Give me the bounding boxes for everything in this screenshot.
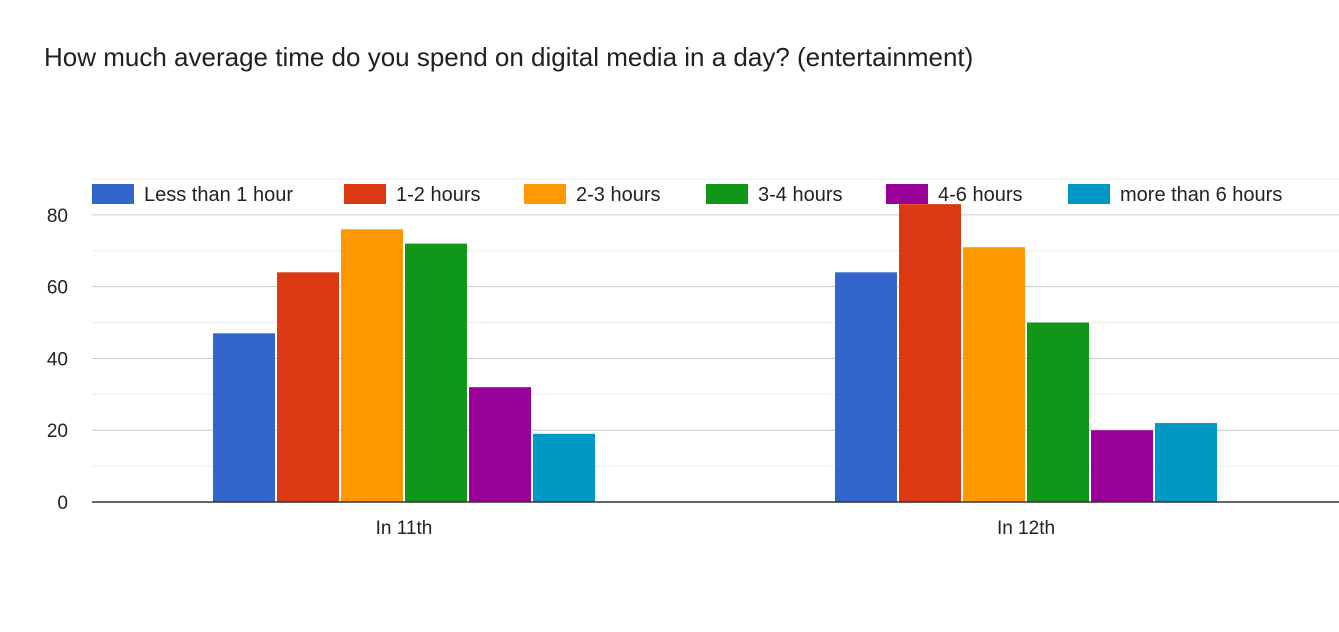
bar [963,247,1025,502]
legend-swatch [706,184,748,204]
bar [341,229,403,502]
legend-label: 2-3 hours [576,184,661,206]
y-tick-label: 0 [57,493,68,514]
bar [1027,322,1089,502]
y-axis-tick-labels: 0 20 40 60 80 [47,206,68,514]
x-axis-category-labels: In 11th In 12th [376,518,1055,539]
x-category-label: In 11th [376,518,433,539]
bar [1091,430,1153,502]
chart-title: How much average time do you spend on di… [44,42,974,72]
y-tick-label: 80 [47,206,68,227]
legend-item: 4-6 hours [886,184,1023,206]
legend-item: more than 6 hours [1068,184,1282,206]
bar [1155,423,1217,502]
bar [899,204,961,502]
legend-label: 1-2 hours [396,184,481,206]
bar [533,433,595,502]
bars [213,204,1217,502]
legend-label: more than 6 hours [1120,184,1282,206]
bar [213,333,275,502]
legend-item: 2-3 hours [524,184,661,206]
legend-swatch [524,184,566,204]
legend-item: 1-2 hours [344,184,481,206]
legend: Less than 1 hour 1-2 hours 2-3 hours 3-4 ho… [92,184,1282,206]
x-category-label: In 12th [997,518,1055,539]
bar [277,272,339,502]
legend-swatch [1068,184,1110,204]
legend-swatch [344,184,386,204]
legend-item: Less than 1 hour [92,184,293,206]
legend-item: 3-4 hours [706,184,843,206]
y-tick-label: 40 [47,349,68,370]
legend-label: Less than 1 hour [144,184,293,206]
bar [835,272,897,502]
bar [405,243,467,502]
legend-swatch [92,184,134,204]
legend-label: 4-6 hours [938,184,1023,206]
bar [469,387,531,502]
y-tick-label: 60 [47,278,68,299]
legend-swatch [886,184,928,204]
y-tick-label: 20 [47,421,68,442]
legend-label: 3-4 hours [758,184,843,206]
